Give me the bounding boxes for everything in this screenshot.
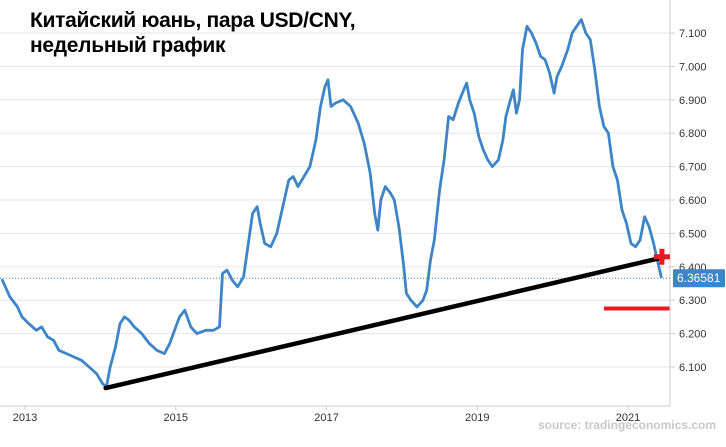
y-tick-label: 6.700 (679, 162, 707, 174)
x-tick-label: 2019 (465, 412, 489, 424)
y-tick-label: 6.200 (679, 329, 707, 341)
x-tick-label: 2021 (616, 412, 640, 424)
y-tick-label: 6.500 (679, 228, 707, 240)
x-axis-ticks: 2013 2015 2017 2019 2021 (13, 406, 640, 424)
y-tick-label: 7.000 (679, 61, 707, 73)
y-tick-label: 6.900 (679, 95, 707, 107)
current-value-badge: 6.36581 (673, 269, 725, 288)
current-value-label: 6.36581 (677, 271, 721, 285)
x-tick-label: 2017 (314, 412, 338, 424)
chart-gridlines (0, 32, 670, 368)
cross-marker-horizontal (653, 254, 670, 260)
x-tick-label: 2013 (13, 412, 37, 424)
x-tick-label: 2015 (164, 412, 188, 424)
y-tick-label: 6.300 (679, 295, 707, 307)
cross-marker-icon (653, 248, 670, 265)
chart-title-line-2: недельный график (30, 34, 226, 57)
y-axis-ticks: 6.1006.2006.3006.4006.5006.6006.7006.800… (670, 28, 707, 374)
y-tick-label: 6.600 (679, 195, 707, 207)
chart-title-line-1: Китайский юань, пара USD/CNY, (30, 9, 356, 32)
y-tick-label: 7.100 (679, 28, 707, 40)
trendline-support (103, 254, 668, 391)
y-tick-label: 6.100 (679, 362, 707, 374)
series-line-usd-cny (1, 18, 663, 389)
current-value-badge-bg (673, 269, 725, 288)
source-credit: source: tradingeconomics.com (537, 418, 716, 432)
y-tick-label: 6.800 (679, 128, 707, 140)
